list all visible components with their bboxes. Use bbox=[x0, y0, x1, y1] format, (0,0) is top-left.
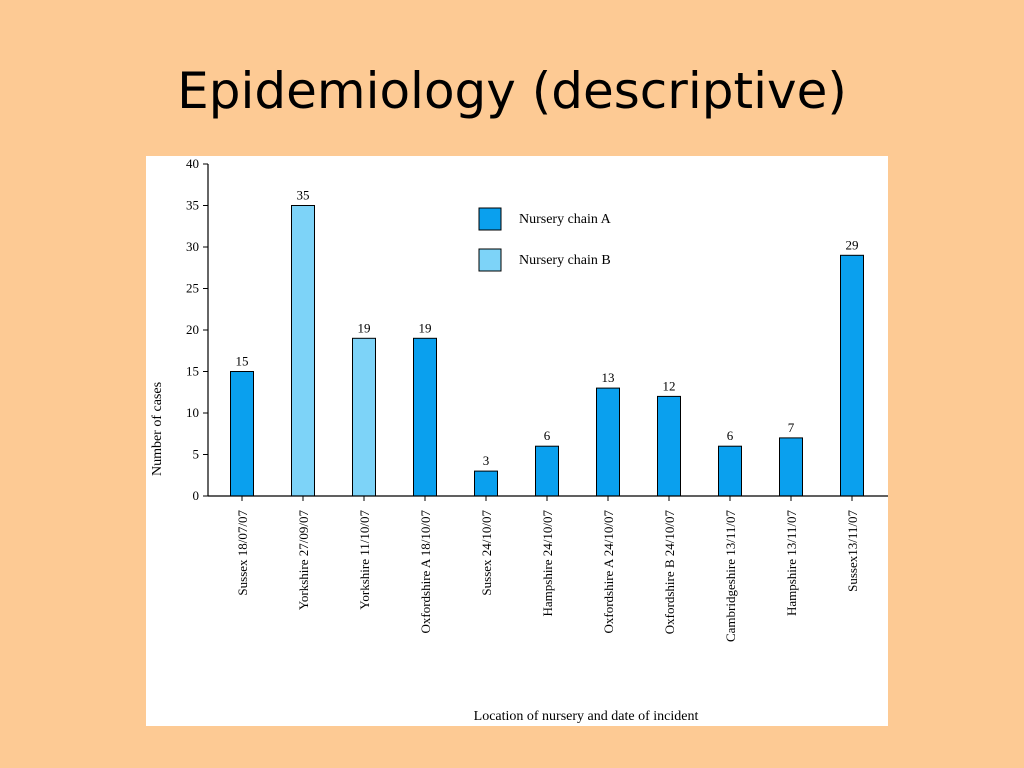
x-axis-label: Location of nursery and date of incident bbox=[474, 709, 699, 724]
data-label: 12 bbox=[663, 378, 676, 393]
data-label: 3 bbox=[483, 453, 490, 468]
data-label: 7 bbox=[788, 420, 795, 435]
x-tick-label: Yorkshire 27/09/07 bbox=[296, 510, 311, 611]
legend-swatch bbox=[478, 207, 502, 231]
bar bbox=[474, 470, 498, 497]
bar bbox=[230, 371, 254, 497]
y-axis: 0 5 10 15 20 25 30 35 40 bbox=[186, 156, 209, 503]
y-tick-label: 15 bbox=[186, 364, 199, 379]
legend: Nursery chain A Nursery chain B bbox=[478, 207, 612, 272]
bar bbox=[352, 337, 376, 497]
x-tick-label: Hampshire 24/10/07 bbox=[540, 510, 555, 617]
y-tick-label: 25 bbox=[186, 281, 199, 296]
bar bbox=[779, 437, 803, 497]
data-label: 19 bbox=[419, 320, 432, 335]
bar bbox=[535, 445, 559, 497]
x-tick-label: Hampshire 13/11/07 bbox=[784, 510, 799, 617]
data-label: 6 bbox=[544, 428, 551, 443]
x-axis: Sussex 18/07/07 Yorkshire 27/09/07 Yorkshi… bbox=[208, 495, 888, 643]
data-label: 29 bbox=[846, 237, 859, 252]
data-label: 15 bbox=[236, 354, 249, 369]
legend-swatch bbox=[478, 248, 502, 272]
x-tick-label: Oxfordshire A 18/10/07 bbox=[418, 510, 433, 634]
data-label: 19 bbox=[358, 320, 371, 335]
bar bbox=[291, 205, 315, 497]
x-tick-label: Cambridgeshire 13/11/07 bbox=[723, 510, 738, 643]
data-label: 13 bbox=[602, 370, 615, 385]
slide-title: Epidemiology (descriptive) bbox=[177, 62, 847, 120]
y-tick-label: 30 bbox=[186, 239, 199, 254]
bar bbox=[596, 387, 620, 497]
chart-panel: 0 5 10 15 20 25 30 35 40 15 35 19 19 3 6 13 12 6 7 29 Suss… bbox=[146, 156, 888, 726]
y-tick-label: 10 bbox=[186, 405, 199, 420]
x-tick-label: Oxfordshire A 24/10/07 bbox=[601, 510, 616, 634]
bars: 15 35 19 19 3 6 13 12 6 7 29 bbox=[230, 188, 864, 497]
y-tick-label: 20 bbox=[186, 322, 199, 337]
y-tick-label: 0 bbox=[193, 488, 200, 503]
x-tick-label: Sussex 24/10/07 bbox=[479, 510, 494, 596]
x-tick-label: Sussex13/11/07 bbox=[845, 510, 860, 592]
y-axis-label: Number of cases bbox=[150, 382, 165, 476]
data-label: 35 bbox=[297, 188, 310, 203]
bar bbox=[657, 395, 681, 497]
bar bbox=[413, 337, 437, 497]
y-tick-label: 40 bbox=[186, 156, 199, 171]
bar bbox=[840, 254, 864, 497]
x-tick-label: Yorkshire 11/10/07 bbox=[357, 510, 372, 610]
x-tick-label: Sussex 18/07/07 bbox=[235, 510, 250, 596]
y-tick-label: 35 bbox=[186, 198, 199, 213]
bar bbox=[718, 445, 742, 497]
data-label: 6 bbox=[727, 428, 734, 443]
y-tick-label: 5 bbox=[193, 447, 200, 462]
legend-label: Nursery chain A bbox=[519, 212, 612, 227]
bar-chart: 0 5 10 15 20 25 30 35 40 15 35 19 19 3 6 13 12 6 7 29 Suss… bbox=[150, 156, 888, 724]
legend-label: Nursery chain B bbox=[519, 253, 611, 268]
x-tick-label: Oxfordshire B 24/10/07 bbox=[662, 510, 677, 635]
